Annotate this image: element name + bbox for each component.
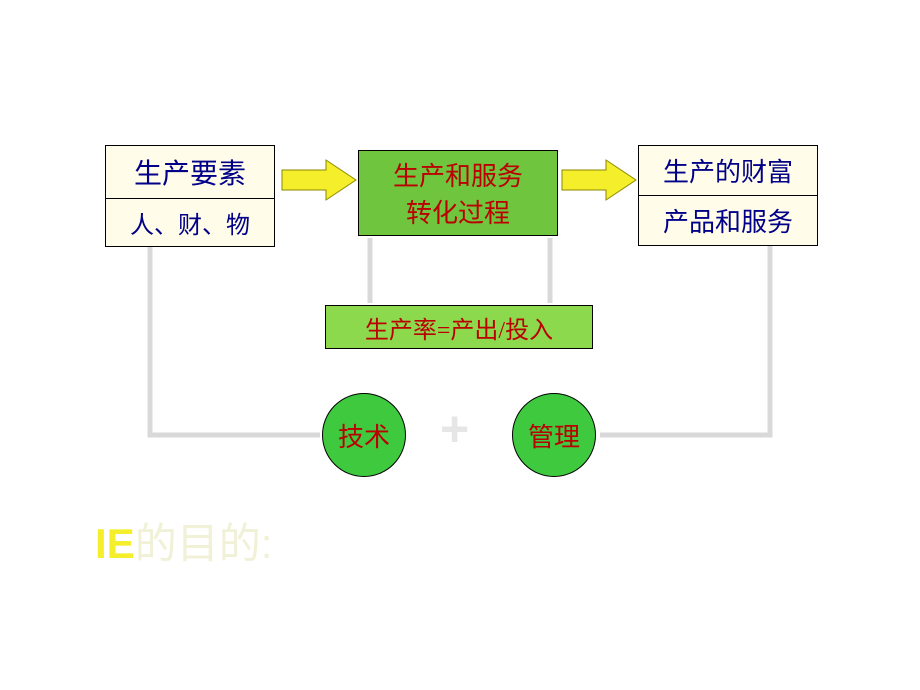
box-process: 生产和服务 转化过程 bbox=[358, 150, 558, 236]
box-process-line2: 转化过程 bbox=[359, 193, 557, 230]
box-input-factors: 生产要素 人、财、物 bbox=[105, 145, 275, 247]
box-input-title: 生产要素 bbox=[106, 146, 274, 199]
box-output-title: 生产的财富 bbox=[639, 146, 817, 196]
formula-text: 生产率=产出/投入 bbox=[365, 310, 553, 345]
box-output-subtitle: 产品和服务 bbox=[639, 196, 817, 245]
footer-ie-purpose: IE的目的: bbox=[95, 510, 272, 571]
arrow-process-to-output bbox=[562, 160, 636, 200]
box-formula: 生产率=产出/投入 bbox=[325, 305, 593, 349]
footer-ie: IE bbox=[95, 520, 135, 567]
plus-icon: + bbox=[440, 400, 469, 458]
box-process-line1: 生产和服务 bbox=[359, 156, 557, 193]
arrow-left-to-process bbox=[282, 160, 356, 200]
circle-management-label: 管理 bbox=[528, 417, 580, 454]
circle-management: 管理 bbox=[512, 393, 596, 477]
footer-rest: 的目的: bbox=[135, 520, 273, 567]
circle-technology: 技术 bbox=[322, 393, 406, 477]
box-input-subtitle: 人、财、物 bbox=[106, 199, 274, 246]
circle-technology-label: 技术 bbox=[338, 417, 390, 454]
box-output-wealth: 生产的财富 产品和服务 bbox=[638, 145, 818, 246]
